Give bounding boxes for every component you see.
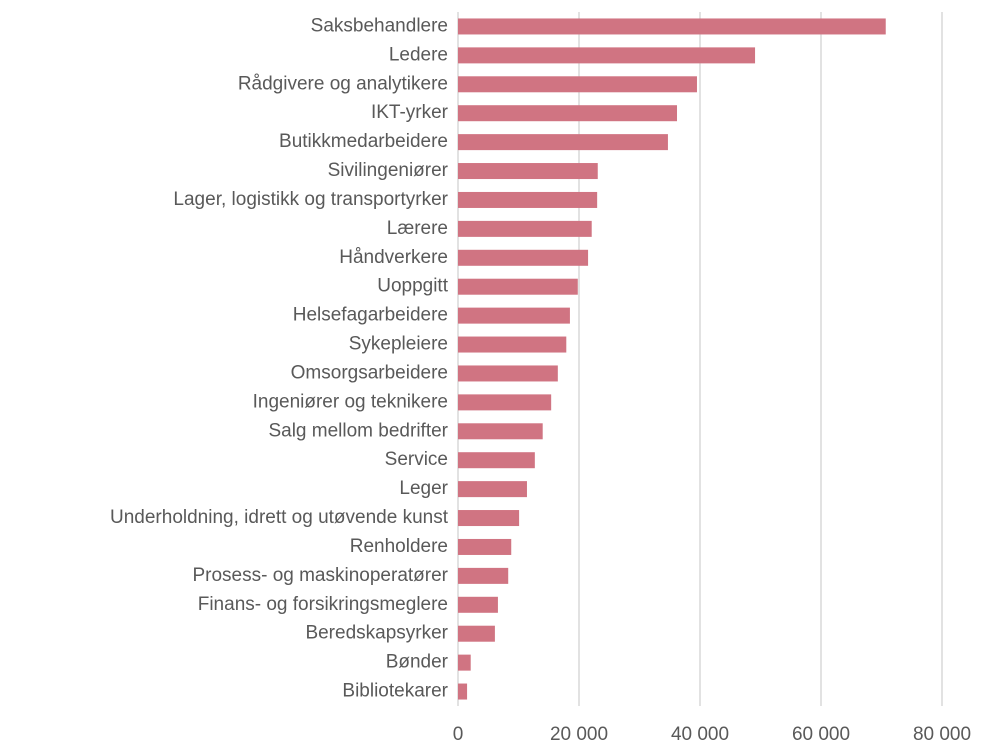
x-tick-label: 0 <box>453 724 464 745</box>
bar <box>458 105 678 122</box>
y-tick-label: Bønder <box>386 652 449 673</box>
y-tick-label: Lærere <box>387 218 448 239</box>
y-tick-label: Ingeniører og teknikere <box>253 391 448 412</box>
y-tick-label: Sivilingeniører <box>328 160 449 181</box>
bar <box>458 567 509 584</box>
bar <box>458 481 527 498</box>
y-tick-label: Helsefagarbeidere <box>293 305 448 326</box>
bar <box>458 510 520 527</box>
bar <box>458 336 567 353</box>
x-tick-label: 80 000 <box>913 724 971 745</box>
y-tick-label: Saksbehandlere <box>311 15 448 36</box>
y-tick-label: Prosess- og maskinoperatører <box>192 565 448 586</box>
x-tick-label: 20 000 <box>550 724 608 745</box>
bar <box>458 191 598 208</box>
y-tick-label: Sykepleiere <box>349 334 448 355</box>
bar <box>458 134 668 151</box>
y-tick-label: Leger <box>399 478 448 499</box>
y-tick-label: Ledere <box>389 44 448 65</box>
bar <box>458 423 543 440</box>
bar <box>458 365 558 382</box>
y-tick-label: Rådgivere og analytikere <box>238 73 448 94</box>
x-tick-label: 60 000 <box>792 724 850 745</box>
y-tick-label: Lager, logistikk og transportyrker <box>173 189 448 210</box>
y-tick-label: Underholdning, idrett og utøvende kunst <box>110 507 449 528</box>
x-tick-label: 40 000 <box>671 724 729 745</box>
bar <box>458 394 552 411</box>
y-tick-label: Håndverkere <box>339 247 448 268</box>
y-tick-label: Service <box>385 449 448 470</box>
y-tick-label: Uoppgitt <box>377 276 448 297</box>
bar <box>458 47 756 64</box>
y-tick-label: Renholdere <box>350 536 448 557</box>
y-tick-label: Beredskapsyrker <box>305 623 448 644</box>
bar <box>458 538 512 555</box>
bar <box>458 625 495 642</box>
bar <box>458 18 886 35</box>
y-tick-label: Finans- og forsikringsmeglere <box>198 594 448 615</box>
y-tick-label: Omsorgsarbeidere <box>291 362 448 383</box>
y-tick-label: Butikkmedarbeidere <box>279 131 448 152</box>
bar <box>458 596 498 613</box>
bar <box>458 654 471 671</box>
bar <box>458 76 697 93</box>
y-tick-label: IKT-yrker <box>371 102 449 123</box>
bar <box>458 163 598 180</box>
y-tick-label: Salg mellom bedrifter <box>268 420 448 441</box>
bar <box>458 452 535 469</box>
y-tick-label: Bibliotekarer <box>342 681 448 702</box>
bar <box>458 220 592 237</box>
bar <box>458 683 468 700</box>
bar <box>458 278 578 295</box>
bar <box>458 307 570 324</box>
bar <box>458 249 589 266</box>
